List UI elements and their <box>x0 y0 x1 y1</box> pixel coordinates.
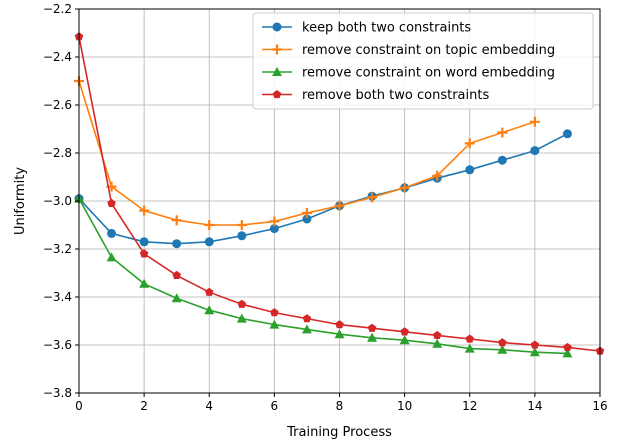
data-point <box>399 182 410 193</box>
series-line <box>78 198 568 355</box>
series-2 <box>74 76 540 230</box>
data-point <box>269 319 280 329</box>
series-line <box>78 133 568 245</box>
y-tick-label: −2.4 <box>43 50 72 64</box>
ticks: 0 2 4 6 8 10 12 14 16 −3.8 −3.6 −3.4 −3.2 −3.0 −2.8 −2.… <box>43 2 608 413</box>
data-point <box>204 287 214 296</box>
legend-marker <box>272 22 282 32</box>
x-tick-label: 16 <box>592 399 607 413</box>
data-point <box>335 320 344 329</box>
data-point <box>334 200 345 211</box>
data-point <box>107 198 116 208</box>
data-point <box>204 305 215 315</box>
data-point <box>497 155 507 165</box>
data-point <box>301 208 312 218</box>
legend-marker <box>272 90 282 99</box>
data-point <box>172 270 181 280</box>
data-point <box>562 129 572 139</box>
legend-box <box>252 12 594 110</box>
data-point <box>432 338 443 348</box>
data-point <box>171 215 182 226</box>
y-tick-label: −2.8 <box>43 146 72 160</box>
data-point <box>269 224 279 234</box>
y-tick-label: −2.6 <box>43 98 72 112</box>
data-point <box>270 308 279 317</box>
data-point <box>465 334 475 343</box>
x-tick-label: 12 <box>462 399 477 413</box>
data-point <box>562 348 573 358</box>
y-tick-label: −3.8 <box>43 386 72 400</box>
x-tick-label: 0 <box>75 399 83 413</box>
data-point <box>334 329 345 339</box>
data-point <box>106 252 117 262</box>
data-point <box>400 327 409 336</box>
data-point <box>464 343 475 353</box>
legend-label: remove constraint on word embedding <box>302 66 555 81</box>
legend-item: remove constraint on topic embedding <box>262 43 555 58</box>
legend-marker <box>272 67 282 76</box>
data-point <box>236 313 247 323</box>
data-point <box>139 237 149 247</box>
data-point <box>204 220 215 230</box>
legend-item: keep both two constraints <box>262 21 471 36</box>
data-point <box>139 278 150 288</box>
x-tick-label: 6 <box>271 399 279 413</box>
data-point <box>497 344 508 354</box>
legend-label: keep both two constraints <box>302 21 471 36</box>
data-point <box>204 237 214 247</box>
data-point <box>172 239 182 249</box>
data-point <box>237 231 247 241</box>
x-tick-label: 14 <box>527 399 542 413</box>
data-point <box>139 249 149 258</box>
data-point <box>530 340 540 349</box>
data-point <box>302 214 312 224</box>
data-point <box>399 335 410 345</box>
series-1 <box>74 129 572 249</box>
data-point <box>236 220 247 230</box>
data-point <box>237 299 247 308</box>
data-point <box>498 338 507 347</box>
y-axis-label: Uniformity <box>13 167 28 235</box>
legend-item: remove both two constraints <box>262 88 489 103</box>
data-point <box>464 138 475 149</box>
data-point <box>563 342 572 352</box>
y-tick-label: −2.2 <box>43 2 72 16</box>
data-point <box>497 127 508 138</box>
legend-item: remove constraint on word embedding <box>262 66 555 81</box>
y-tick-label: −3.4 <box>43 290 72 304</box>
data-point <box>367 332 378 342</box>
series-3 <box>74 193 573 358</box>
data-point <box>301 324 312 334</box>
data-point <box>529 116 540 127</box>
x-axis-label: Training Process <box>286 425 392 440</box>
data-point <box>269 216 280 227</box>
x-tick-label: 8 <box>336 399 344 413</box>
data-point <box>432 330 442 340</box>
series-layer <box>74 32 605 358</box>
data-point <box>171 293 182 303</box>
data-point <box>530 146 540 156</box>
data-point <box>139 205 150 216</box>
data-point <box>107 228 117 238</box>
y-tick-label: −3.2 <box>43 242 72 256</box>
data-point <box>432 170 443 181</box>
data-point <box>465 165 475 175</box>
data-point <box>302 314 312 323</box>
y-tick-label: −3.0 <box>43 194 72 208</box>
y-tick-label: −3.6 <box>43 338 72 352</box>
data-point <box>367 192 378 203</box>
data-point <box>367 323 377 332</box>
x-tick-label: 10 <box>397 399 412 413</box>
legend-label: remove constraint on topic embedding <box>302 43 555 58</box>
legend: keep both two constraints remove constrai… <box>252 12 594 110</box>
x-tick-label: 2 <box>140 399 148 413</box>
x-tick-label: 4 <box>205 399 213 413</box>
data-point <box>529 347 540 357</box>
legend-marker <box>272 44 282 55</box>
legend-label: remove both two constraints <box>302 88 489 103</box>
